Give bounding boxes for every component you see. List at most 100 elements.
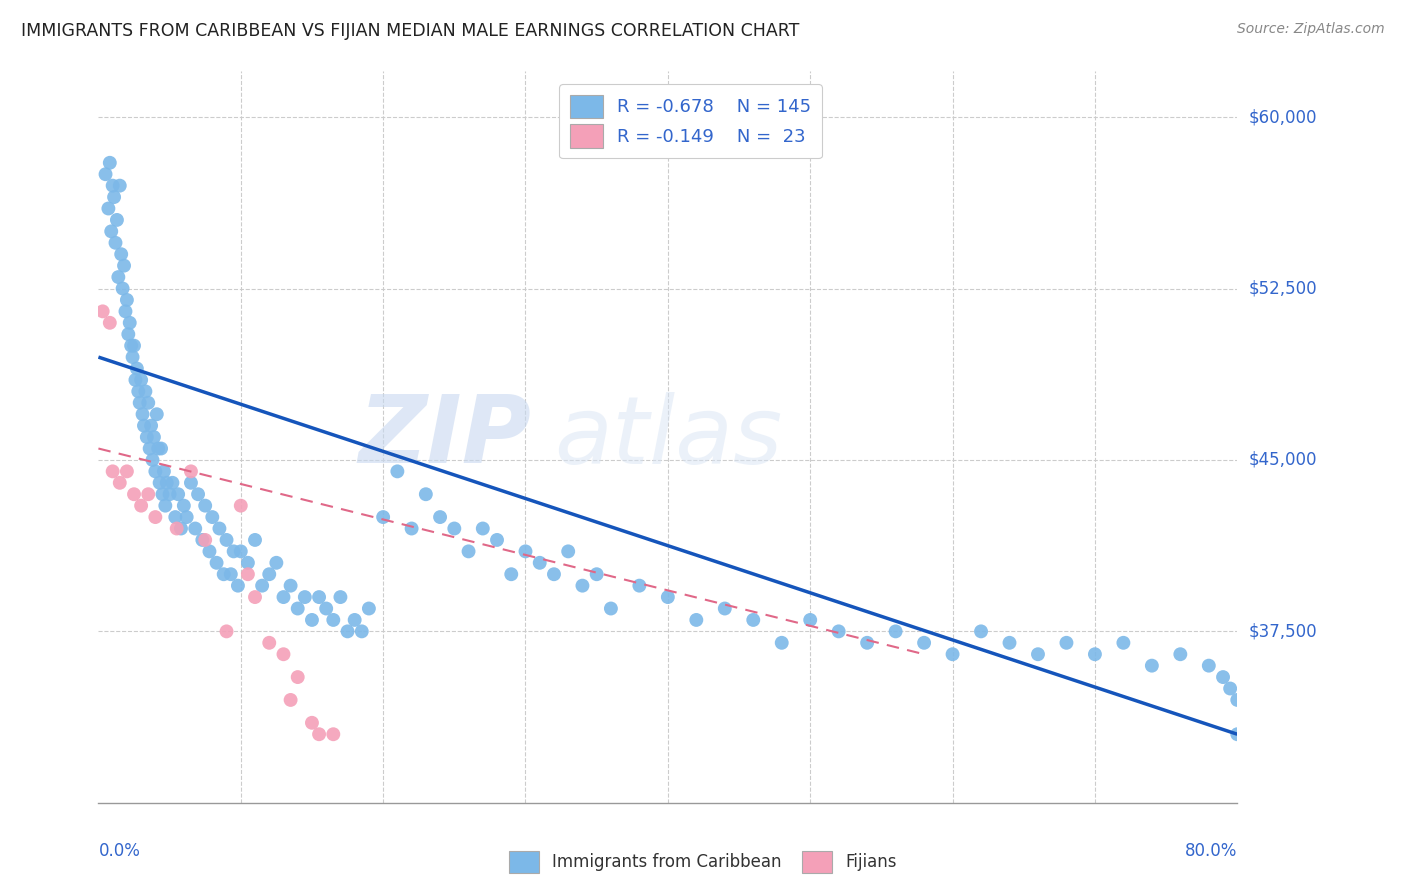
- Point: [243, 590, 266, 604]
- Point: [229, 544, 252, 558]
- Point: [115, 293, 138, 307]
- Point: [165, 510, 187, 524]
- Point: [94, 167, 117, 181]
- Point: [212, 567, 235, 582]
- Point: [127, 384, 149, 399]
- Point: [138, 442, 160, 456]
- Point: [136, 487, 159, 501]
- Point: [129, 499, 152, 513]
- Point: [180, 464, 202, 478]
- Point: [236, 567, 259, 582]
- Point: [315, 601, 337, 615]
- Point: [884, 624, 907, 639]
- Point: [998, 636, 1021, 650]
- Point: [357, 601, 380, 615]
- Point: [571, 579, 593, 593]
- Point: [173, 499, 195, 513]
- Point: [229, 499, 252, 513]
- Point: [329, 590, 352, 604]
- Point: [101, 178, 124, 193]
- Text: 0.0%: 0.0%: [98, 842, 141, 860]
- Point: [657, 590, 679, 604]
- Point: [543, 567, 565, 582]
- Point: [828, 624, 851, 639]
- Point: [457, 544, 479, 558]
- Point: [176, 510, 198, 524]
- Point: [1198, 658, 1220, 673]
- Point: [970, 624, 993, 639]
- Point: [150, 442, 173, 456]
- Point: [145, 510, 167, 524]
- Point: [799, 613, 821, 627]
- Text: $52,500: $52,500: [1249, 279, 1317, 298]
- Point: [273, 647, 295, 661]
- Point: [184, 521, 207, 535]
- Point: [343, 613, 366, 627]
- Point: [120, 338, 142, 352]
- Point: [108, 475, 131, 490]
- Point: [110, 247, 132, 261]
- Point: [215, 533, 238, 547]
- Point: [155, 499, 177, 513]
- Point: [194, 499, 217, 513]
- Point: [1219, 681, 1241, 696]
- Point: [515, 544, 537, 558]
- Point: [135, 430, 157, 444]
- Point: [198, 544, 221, 558]
- Point: [124, 373, 146, 387]
- Point: [280, 693, 302, 707]
- Point: [141, 453, 163, 467]
- Point: [259, 567, 281, 582]
- Point: [336, 624, 359, 639]
- Point: [273, 590, 295, 604]
- Point: [219, 567, 242, 582]
- Point: [208, 521, 231, 535]
- Point: [501, 567, 523, 582]
- Point: [942, 647, 965, 661]
- Point: [146, 407, 169, 421]
- Point: [131, 407, 153, 421]
- Point: [125, 361, 148, 376]
- Point: [443, 521, 465, 535]
- Point: [129, 373, 152, 387]
- Point: [1026, 647, 1049, 661]
- Point: [685, 613, 707, 627]
- Point: [373, 510, 395, 524]
- Point: [205, 556, 228, 570]
- Legend: R = -0.678    N = 145, R = -0.149    N =  23: R = -0.678 N = 145, R = -0.149 N = 23: [560, 84, 823, 159]
- Point: [166, 521, 188, 535]
- Point: [529, 556, 551, 570]
- Point: [187, 487, 209, 501]
- Point: [91, 304, 114, 318]
- Point: [856, 636, 879, 650]
- Point: [122, 487, 145, 501]
- Point: [117, 327, 139, 342]
- Point: [159, 487, 181, 501]
- Point: [301, 715, 323, 730]
- Point: [191, 533, 214, 547]
- Point: [215, 624, 238, 639]
- Point: [112, 259, 135, 273]
- Point: [170, 521, 193, 535]
- Point: [259, 636, 281, 650]
- Point: [103, 190, 125, 204]
- Legend: Immigrants from Caribbean, Fijians: Immigrants from Caribbean, Fijians: [502, 845, 904, 880]
- Point: [287, 601, 309, 615]
- Point: [1084, 647, 1107, 661]
- Point: [912, 636, 935, 650]
- Point: [415, 487, 437, 501]
- Point: [585, 567, 607, 582]
- Point: [308, 727, 330, 741]
- Point: [122, 338, 145, 352]
- Point: [128, 396, 150, 410]
- Point: [250, 579, 273, 593]
- Point: [236, 556, 259, 570]
- Point: [145, 464, 167, 478]
- Text: $60,000: $60,000: [1249, 108, 1317, 126]
- Text: atlas: atlas: [554, 392, 782, 483]
- Point: [104, 235, 127, 250]
- Point: [139, 418, 162, 433]
- Point: [142, 430, 165, 444]
- Point: [115, 464, 138, 478]
- Point: [287, 670, 309, 684]
